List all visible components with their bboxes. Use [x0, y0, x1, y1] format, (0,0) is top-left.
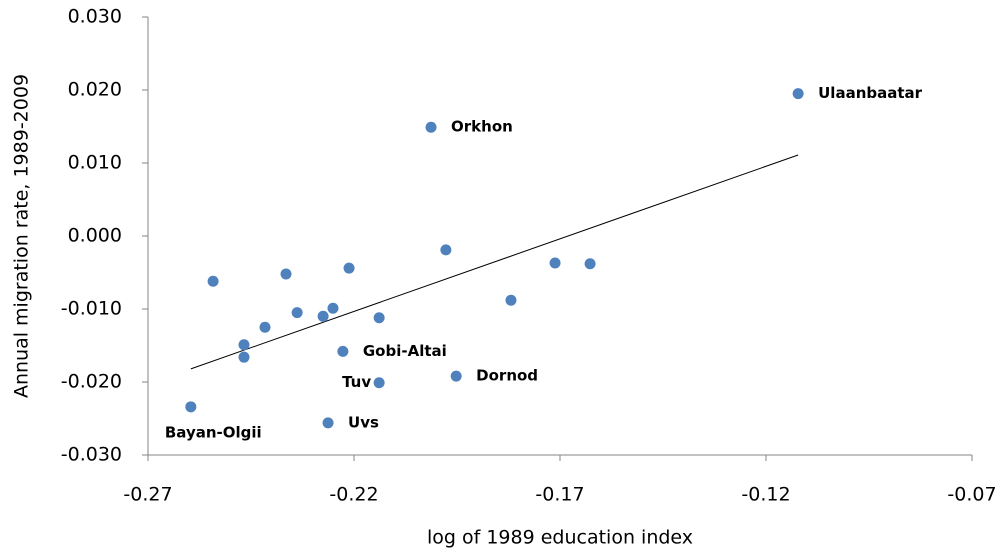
- point-label: Orkhon: [451, 118, 513, 136]
- x-tick-label: -0.07: [947, 484, 996, 506]
- x-axis-title: log of 1989 education index: [427, 527, 693, 549]
- y-tick-label: -0.010: [61, 298, 122, 320]
- point: [185, 401, 197, 413]
- point: [373, 377, 385, 389]
- y-tick-label: -0.030: [61, 444, 122, 466]
- y-tick-label: 0.020: [68, 79, 122, 101]
- point: [373, 312, 385, 324]
- x-tick-label: -0.12: [741, 484, 790, 506]
- point: [440, 244, 452, 256]
- y-tick-label: 0.030: [68, 6, 122, 28]
- point: [259, 321, 271, 333]
- point-label: Ulaanbaatar: [818, 84, 923, 102]
- point: [792, 88, 804, 100]
- point: [327, 302, 339, 314]
- x-tick-label: -0.27: [123, 484, 172, 506]
- point: [450, 370, 462, 382]
- point-label: Bayan-Olgii: [165, 423, 262, 441]
- point: [337, 345, 349, 357]
- point: [549, 257, 561, 269]
- x-tick-label: -0.22: [329, 484, 378, 506]
- point: [343, 262, 355, 274]
- point: [584, 258, 596, 270]
- point: [238, 351, 250, 363]
- point: [322, 417, 334, 429]
- point: [317, 310, 329, 322]
- y-tick-label: 0.000: [68, 225, 122, 247]
- y-tick-label: 0.010: [68, 152, 122, 174]
- trendline: [190, 154, 799, 370]
- point-label: Uvs: [348, 413, 379, 431]
- point: [280, 268, 292, 280]
- point: [238, 339, 250, 351]
- point-label: Dornod: [476, 367, 538, 385]
- x-tick-label: -0.17: [535, 484, 584, 506]
- point-label: Gobi-Altai: [363, 342, 447, 360]
- point: [505, 294, 517, 306]
- point: [207, 275, 219, 287]
- point: [425, 121, 437, 133]
- point: [291, 307, 303, 319]
- point-label: Tuv: [342, 373, 371, 391]
- y-axis-title: Annual migration rate, 1989-2009: [11, 74, 33, 398]
- y-tick-label: -0.020: [61, 371, 122, 393]
